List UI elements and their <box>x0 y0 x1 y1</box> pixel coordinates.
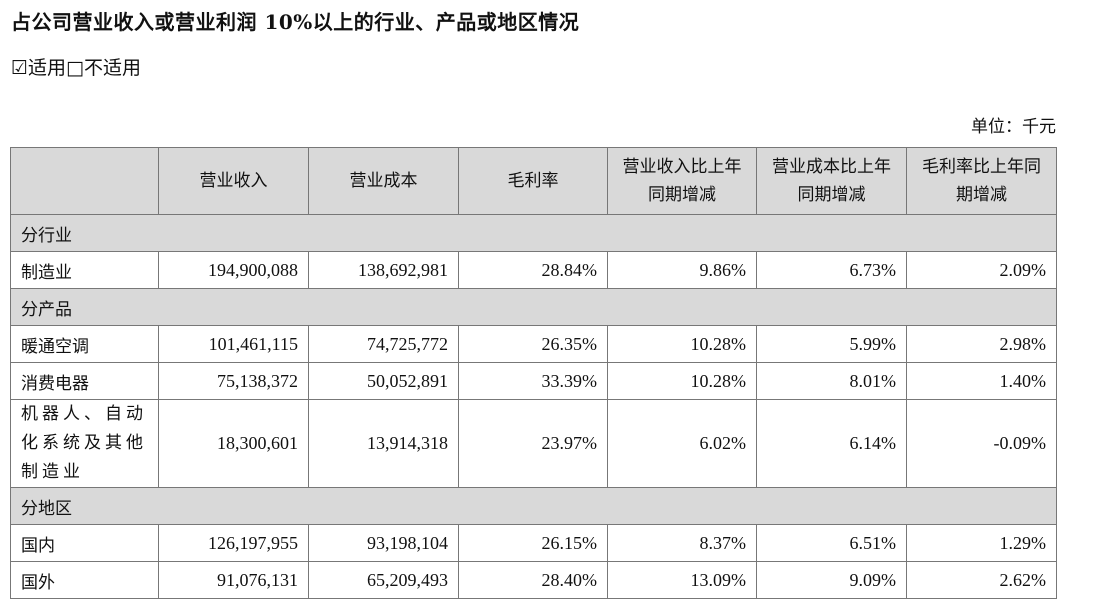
table-row: 国内 126,197,955 93,198,104 26.15% 8.37% 6… <box>10 524 1057 562</box>
revenue-cell: 75,138,372 <box>158 362 309 400</box>
margin-cell: 33.39% <box>458 362 608 400</box>
header-cost-yoy: 营业成本比上年同期增减 <box>756 147 907 215</box>
cost-cell: 13,914,318 <box>308 399 459 488</box>
row-label: 制造业 <box>10 251 159 289</box>
header-revenue: 营业收入 <box>158 147 309 215</box>
row-label: 国外 <box>10 561 159 599</box>
cost-cell: 50,052,891 <box>308 362 459 400</box>
table-row: 制造业 194,900,088 138,692,981 28.84% 9.86%… <box>10 251 1057 289</box>
section-row: 分产品 <box>10 288 1057 326</box>
margin-yoy-cell: 2.98% <box>906 325 1057 363</box>
margin-cell: 23.97% <box>458 399 608 488</box>
revenue-yoy-cell: 10.28% <box>607 325 757 363</box>
revenue-yoy-cell: 13.09% <box>607 561 757 599</box>
margin-yoy-cell: 2.62% <box>906 561 1057 599</box>
cost-cell: 93,198,104 <box>308 524 459 562</box>
revenue-cell: 101,461,115 <box>158 325 309 363</box>
section-title: 分行业 <box>10 214 1057 252</box>
revenue-yoy-cell: 8.37% <box>607 524 757 562</box>
applicability-note: ☑适用□不适用 <box>11 57 141 79</box>
margin-yoy-cell: 2.09% <box>906 251 1057 289</box>
cost-cell: 74,725,772 <box>308 325 459 363</box>
revenue-yoy-cell: 10.28% <box>607 362 757 400</box>
margin-yoy-cell: 1.40% <box>906 362 1057 400</box>
cost-cell: 65,209,493 <box>308 561 459 599</box>
row-label: 国内 <box>10 524 159 562</box>
table-row: 消费电器 75,138,372 50,052,891 33.39% 10.28%… <box>10 362 1057 400</box>
margin-yoy-cell: 1.29% <box>906 524 1057 562</box>
cost-yoy-cell: 6.14% <box>756 399 907 488</box>
section-row: 分行业 <box>10 214 1057 252</box>
header-cost: 营业成本 <box>308 147 459 215</box>
header-margin-yoy: 毛利率比上年同期增减 <box>906 147 1057 215</box>
margin-cell: 28.40% <box>458 561 608 599</box>
margin-cell: 28.84% <box>458 251 608 289</box>
revenue-yoy-cell: 9.86% <box>607 251 757 289</box>
row-label: 机器人、自动化系统及其他制造业 <box>10 399 159 488</box>
margin-yoy-cell: -0.09% <box>906 399 1057 488</box>
row-label: 消费电器 <box>10 362 159 400</box>
cost-yoy-cell: 8.01% <box>756 362 907 400</box>
section-row: 分地区 <box>10 487 1057 525</box>
table-row: 机器人、自动化系统及其他制造业 18,300,601 13,914,318 23… <box>10 399 1057 488</box>
margin-cell: 26.15% <box>458 524 608 562</box>
cost-yoy-cell: 6.73% <box>756 251 907 289</box>
table-header-row: 营业收入 营业成本 毛利率 营业收入比上年同期增减 营业成本比上年同期增减 毛利… <box>10 147 1057 215</box>
header-gross-margin: 毛利率 <box>458 147 608 215</box>
table-row: 国外 91,076,131 65,209,493 28.40% 13.09% 9… <box>10 561 1057 599</box>
revenue-breakdown-table: 营业收入 营业成本 毛利率 营业收入比上年同期增减 营业成本比上年同期增减 毛利… <box>10 147 1057 599</box>
revenue-cell: 18,300,601 <box>158 399 309 488</box>
unit-label: 单位：千元 <box>971 117 1056 137</box>
revenue-cell: 91,076,131 <box>158 561 309 599</box>
revenue-yoy-cell: 6.02% <box>607 399 757 488</box>
margin-cell: 26.35% <box>458 325 608 363</box>
header-revenue-yoy: 营业收入比上年同期增减 <box>607 147 757 215</box>
section-heading: 占公司营业收入或营业利润 10%以上的行业、产品或地区情况 <box>11 10 580 34</box>
cost-cell: 138,692,981 <box>308 251 459 289</box>
cost-yoy-cell: 6.51% <box>756 524 907 562</box>
section-title: 分产品 <box>10 288 1057 326</box>
row-label: 暖通空调 <box>10 325 159 363</box>
header-cell <box>10 147 159 215</box>
section-title: 分地区 <box>10 487 1057 525</box>
cost-yoy-cell: 9.09% <box>756 561 907 599</box>
revenue-cell: 126,197,955 <box>158 524 309 562</box>
revenue-cell: 194,900,088 <box>158 251 309 289</box>
cost-yoy-cell: 5.99% <box>756 325 907 363</box>
table-row: 暖通空调 101,461,115 74,725,772 26.35% 10.28… <box>10 325 1057 363</box>
